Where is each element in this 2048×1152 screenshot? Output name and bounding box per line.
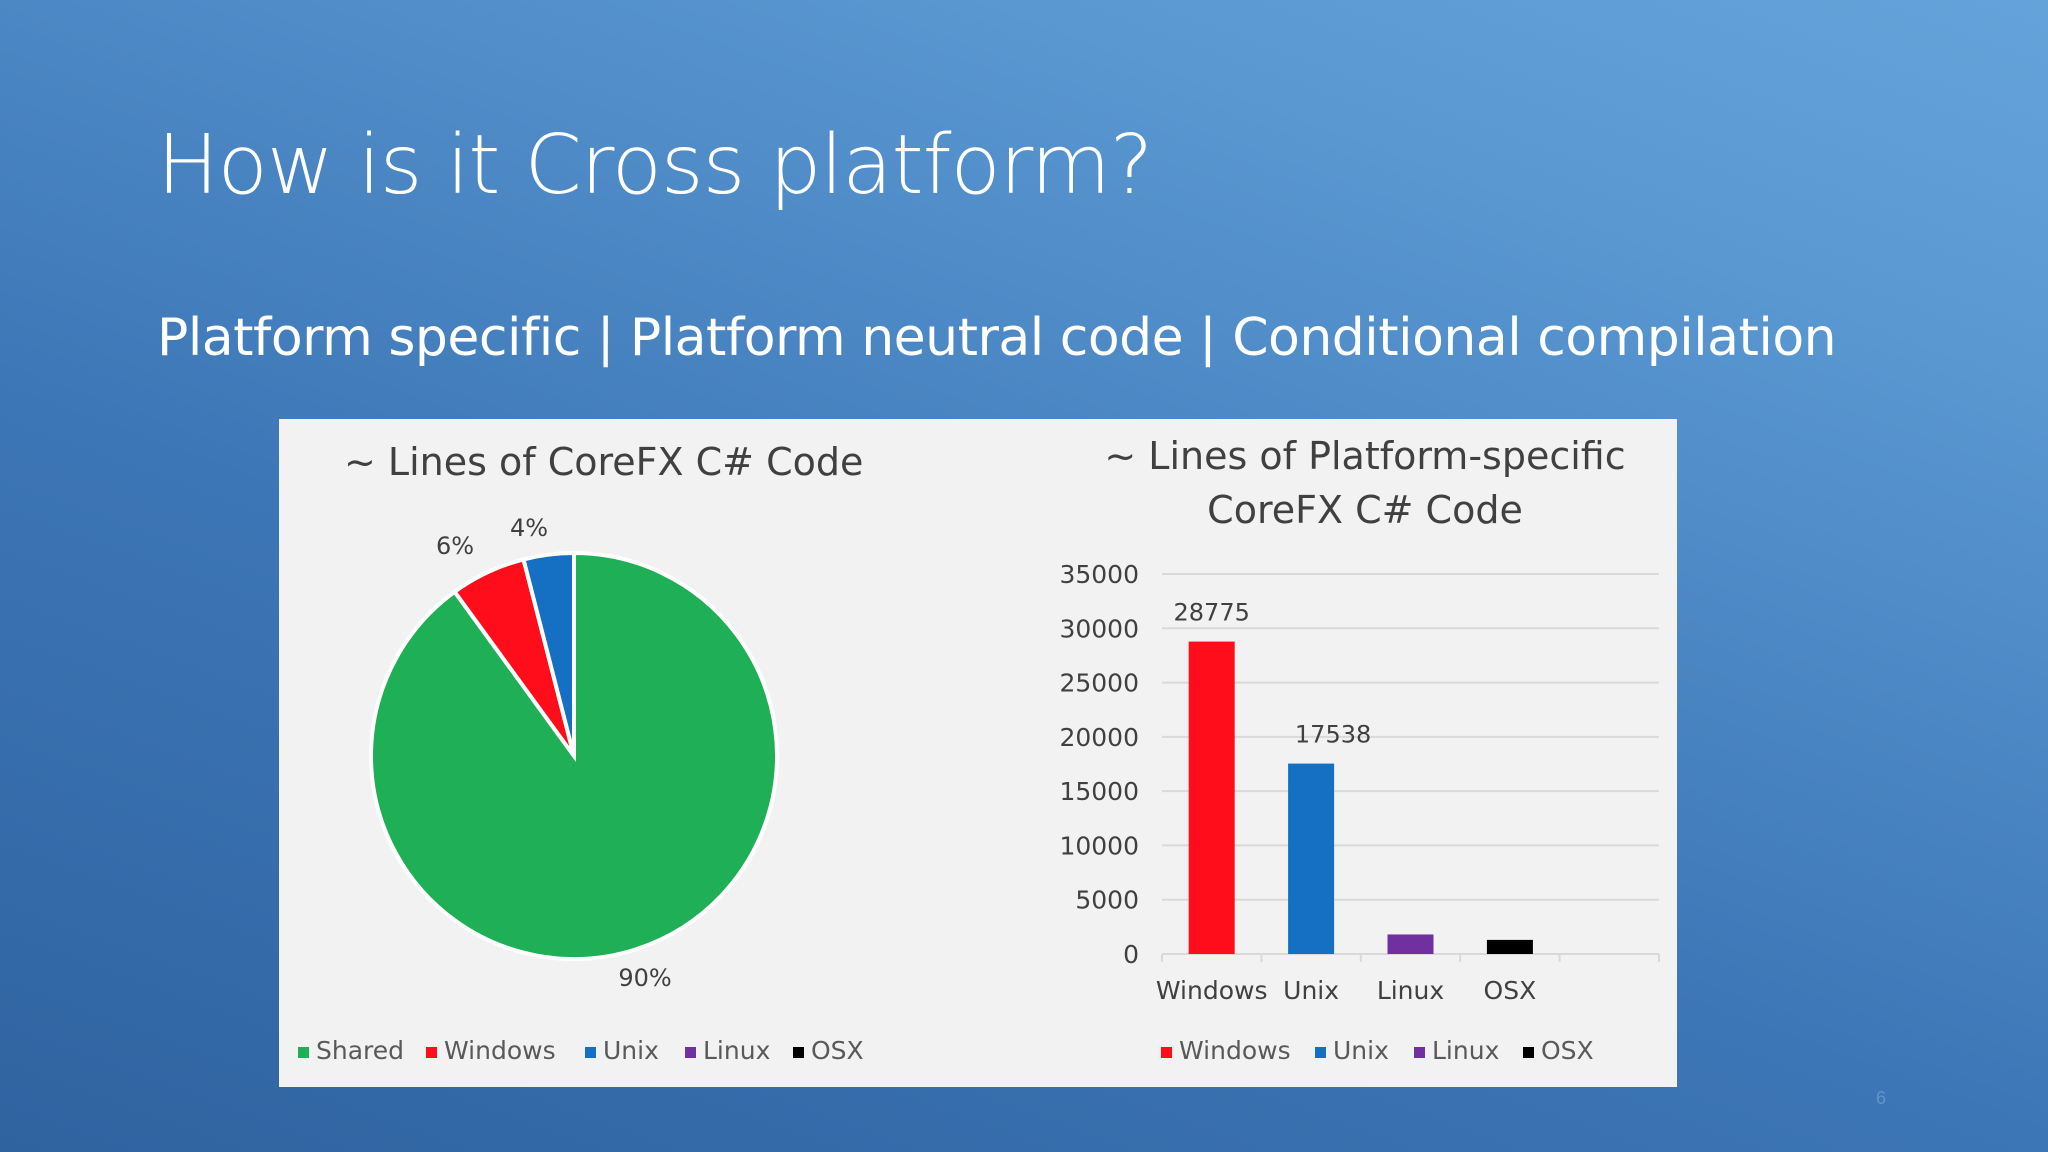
bar-chart-title-line2: CoreFX C# Code (1207, 488, 1523, 532)
bar-windows (1188, 641, 1235, 954)
bar-y-tick-15000: 15000 (1059, 777, 1139, 806)
pie-legend-label-windows: Windows (444, 1036, 556, 1065)
bar-data-label-windows: 28775 (1174, 599, 1250, 627)
bar-x-label-linux: Linux (1377, 976, 1444, 1005)
bar-legend-swatch-unix (1315, 1047, 1326, 1058)
bar-bars (1188, 641, 1533, 954)
bar-y-tick-5000: 5000 (1075, 886, 1139, 915)
pie-legend-swatch-unix (585, 1047, 596, 1058)
bar-legend-label-windows: Windows (1179, 1036, 1291, 1065)
pie-label-unix: 4% (510, 514, 548, 542)
bar-data-labels: 28775 17538 (1174, 599, 1372, 749)
bar-chart: ~ Lines of Platform-specific CoreFX C# C… (1059, 434, 1660, 1065)
pie-legend-swatch-windows (426, 1047, 437, 1058)
pie-slice-unix (521, 550, 576, 757)
pie-legend: Shared Windows Unix Linux OSX (298, 1036, 864, 1065)
bar-legend-swatch-osx (1523, 1047, 1534, 1058)
bar-x-label-windows: Windows (1156, 976, 1268, 1005)
bar-x-label-osx: OSX (1484, 976, 1537, 1005)
bar-legend-swatch-windows (1161, 1047, 1172, 1058)
bar-legend-label-osx: OSX (1541, 1036, 1594, 1065)
bar-legend-label-unix: Unix (1333, 1036, 1389, 1065)
bar-y-tick-25000: 25000 (1059, 669, 1139, 698)
pie-legend-swatch-linux (685, 1047, 696, 1058)
bar-x-tick-labels: Windows Unix Linux OSX (1156, 976, 1536, 1005)
chart-panel: ~ Lines of CoreFX C# Code 90% 6% 4% Shar… (279, 419, 1677, 1087)
bar-y-tick-35000: 35000 (1059, 560, 1139, 589)
bar-y-tick-0: 0 (1123, 940, 1139, 969)
bar-data-label-unix: 17538 (1295, 721, 1371, 749)
slide-subtitle: Platform specific | Platform neutral cod… (157, 308, 1837, 368)
bar-gridlines (1161, 573, 1660, 962)
bar-y-tick-10000: 10000 (1059, 831, 1139, 860)
pie-legend-label-unix: Unix (603, 1036, 659, 1065)
pie-legend-swatch-osx (793, 1047, 804, 1058)
pie-chart-title: ~ Lines of CoreFX C# Code (344, 440, 863, 484)
bar-osx (1486, 939, 1533, 954)
bar-legend: Windows Unix Linux OSX (1161, 1036, 1594, 1065)
pie-label-windows: 6% (436, 532, 474, 560)
pie-label-shared: 90% (618, 964, 671, 992)
slide-number: 6 (1876, 1088, 1887, 1108)
pie-slices (369, 550, 779, 961)
bar-chart-title-line1: ~ Lines of Platform-specific (1104, 434, 1625, 478)
pie-legend-swatch-shared (298, 1047, 309, 1058)
pie-legend-label-osx: OSX (811, 1036, 864, 1065)
bar-y-tick-30000: 30000 (1059, 614, 1139, 643)
bar-legend-swatch-linux (1414, 1047, 1425, 1058)
pie-legend-label-linux: Linux (703, 1036, 770, 1065)
pie-chart: ~ Lines of CoreFX C# Code 90% 6% 4% Shar… (298, 440, 864, 1065)
bar-linux (1387, 934, 1434, 954)
charts-canvas: ~ Lines of CoreFX C# Code 90% 6% 4% Shar… (298, 434, 1660, 1065)
bar-unix (1288, 763, 1335, 954)
slide-title: How is it Cross platform? (157, 118, 1153, 213)
bar-x-label-unix: Unix (1283, 976, 1339, 1005)
pie-legend-label-shared: Shared (316, 1036, 404, 1065)
bar-legend-label-linux: Linux (1432, 1036, 1499, 1065)
bar-y-tick-20000: 20000 (1059, 723, 1139, 752)
bar-y-tick-labels: 0 5000 10000 15000 20000 25000 30000 35000 (1059, 560, 1139, 969)
